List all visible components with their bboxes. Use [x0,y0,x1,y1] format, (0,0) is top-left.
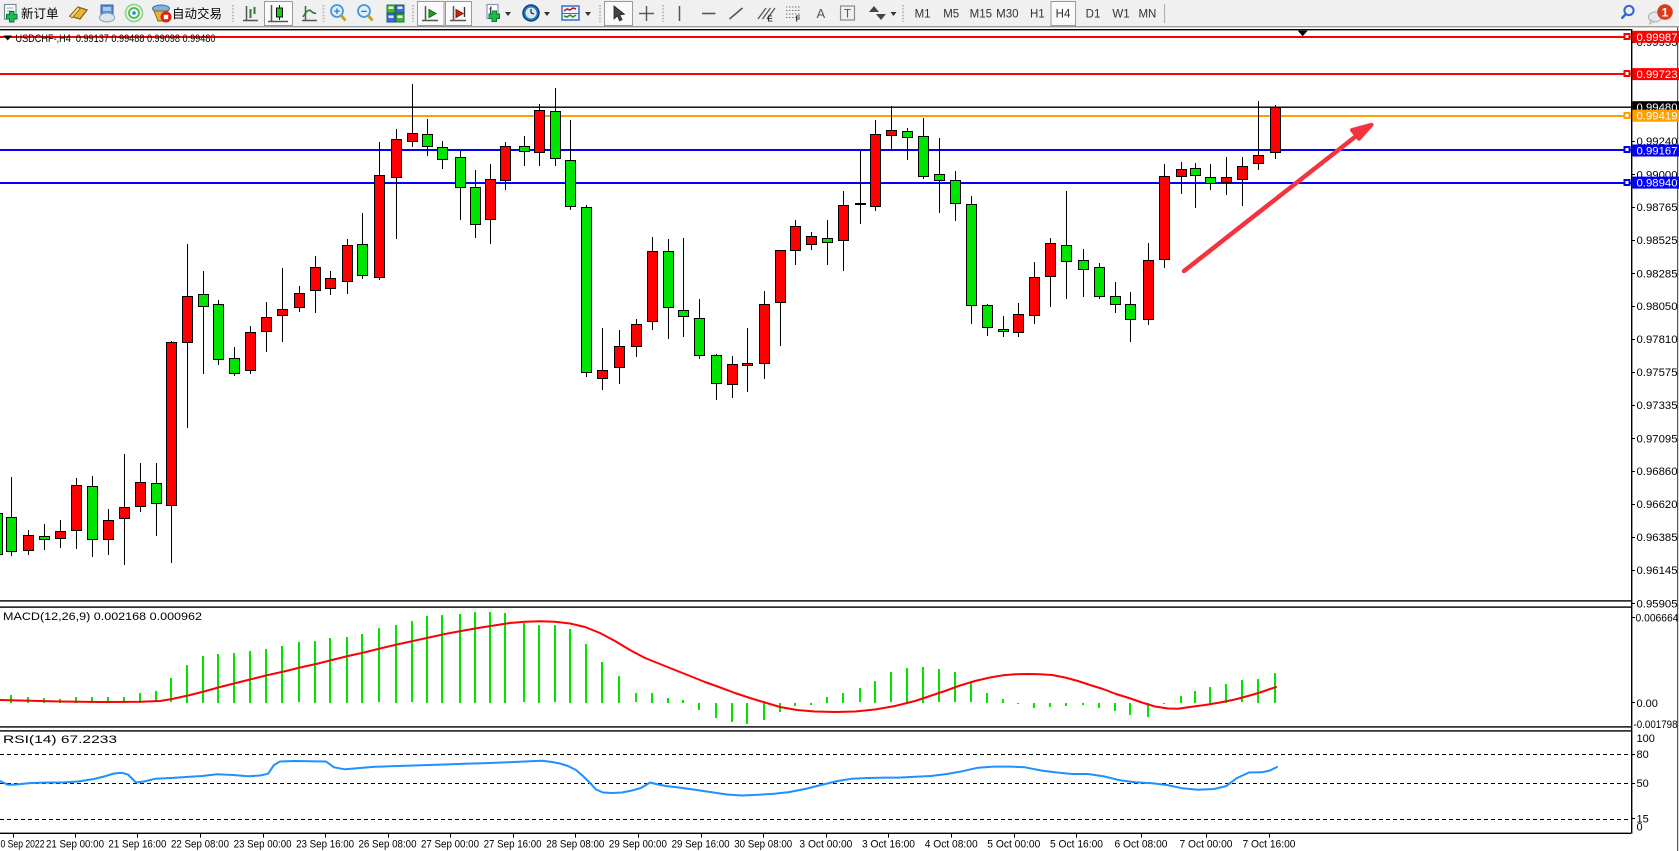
svg-text:26 Sep 08:00: 26 Sep 08:00 [359,838,417,850]
svg-text:0.96620: 0.96620 [1637,499,1678,511]
svg-text:MACD(12,26,9) 0.002168 0.00096: MACD(12,26,9) 0.002168 0.000962 [3,611,202,623]
svg-text:6 Oct 08:00: 6 Oct 08:00 [1115,838,1168,850]
svg-text:7 Oct 00:00: 7 Oct 00:00 [1180,838,1233,850]
svg-text:0.95905: 0.95905 [1637,598,1678,610]
svg-text:W1: W1 [1112,8,1129,20]
svg-text:T: T [844,7,852,21]
svg-text:0: 0 [1637,822,1643,834]
svg-text:23 Sep 00:00: 23 Sep 00:00 [234,838,292,850]
svg-text:7 Oct 16:00: 7 Oct 16:00 [1243,838,1296,850]
svg-text:5 Oct 16:00: 5 Oct 16:00 [1050,838,1103,850]
svg-text:0.98765: 0.98765 [1637,202,1678,214]
svg-text:−: − [361,6,367,18]
svg-text:1: 1 [1662,6,1669,20]
svg-text:23 Sep 16:00: 23 Sep 16:00 [296,838,354,850]
svg-text:0.97335: 0.97335 [1637,400,1678,412]
svg-text:27 Sep 16:00: 27 Sep 16:00 [484,838,542,850]
svg-text:M30: M30 [996,8,1018,20]
svg-text:0.98940: 0.98940 [1637,178,1678,190]
svg-text:F: F [796,15,801,24]
svg-text:0.97810: 0.97810 [1637,334,1678,346]
svg-text:0.96385: 0.96385 [1637,532,1678,544]
svg-text:自动交易: 自动交易 [172,6,222,21]
svg-text:22 Sep 08:00: 22 Sep 08:00 [171,838,229,850]
svg-text:H1: H1 [1030,8,1045,20]
svg-text:H4: H4 [1056,8,1071,20]
svg-text:0 Sep 2022: 0 Sep 2022 [1,838,45,850]
svg-text:29 Sep 16:00: 29 Sep 16:00 [672,838,730,850]
svg-text:5 Oct 00:00: 5 Oct 00:00 [987,838,1040,850]
svg-text:4 Oct 08:00: 4 Oct 08:00 [925,838,978,850]
svg-text:100: 100 [1637,733,1655,745]
svg-text:0.006664: 0.006664 [1636,613,1679,625]
svg-text:28 Sep 08:00: 28 Sep 08:00 [546,838,604,850]
svg-text:0.96860: 0.96860 [1637,466,1678,478]
svg-text:f: f [489,6,493,18]
svg-text:E: E [767,15,773,24]
svg-text:M1: M1 [915,8,931,20]
svg-text:0.99167: 0.99167 [1637,146,1678,158]
svg-text:3 Oct 00:00: 3 Oct 00:00 [799,838,852,850]
svg-text:30 Sep 08:00: 30 Sep 08:00 [734,838,792,850]
svg-text:M5: M5 [943,8,959,20]
svg-text:0.99987: 0.99987 [1637,32,1678,44]
svg-text:0.98050: 0.98050 [1637,301,1678,313]
svg-text:新订单: 新订单 [21,6,59,21]
svg-text:0.99723: 0.99723 [1637,69,1678,81]
svg-text:-0.001798: -0.001798 [1634,719,1678,731]
svg-text:21 Sep 00:00: 21 Sep 00:00 [46,838,104,850]
svg-text:80: 80 [1637,749,1649,761]
svg-text:0.97095: 0.97095 [1637,433,1678,445]
svg-text:0.97575: 0.97575 [1637,367,1678,379]
svg-text:0.99419: 0.99419 [1637,111,1678,123]
svg-text:21 Sep 16:00: 21 Sep 16:00 [108,838,166,850]
svg-text:0.98285: 0.98285 [1637,268,1678,280]
svg-text:USDCHF-,H4 0.99137 0.99488 0.: USDCHF-,H4 0.99137 0.99488 0.99098 0.994… [16,33,216,45]
svg-text:0.00: 0.00 [1637,698,1658,710]
svg-text:+: + [334,6,340,18]
svg-text:15: 15 [1637,814,1649,826]
svg-text:27 Sep 00:00: 27 Sep 00:00 [421,838,479,850]
svg-text:0.98525: 0.98525 [1637,235,1678,247]
svg-text:A: A [816,6,825,21]
svg-text:RSI(14) 67.2233: RSI(14) 67.2233 [3,734,117,746]
svg-text:M15: M15 [970,8,992,20]
svg-text:3 Oct 16:00: 3 Oct 16:00 [862,838,915,850]
svg-text:D1: D1 [1086,8,1101,20]
svg-text:29 Sep 00:00: 29 Sep 00:00 [609,838,667,850]
svg-text:50: 50 [1637,778,1649,790]
svg-text:MN: MN [1138,8,1156,20]
svg-text:0.96145: 0.96145 [1637,565,1678,577]
